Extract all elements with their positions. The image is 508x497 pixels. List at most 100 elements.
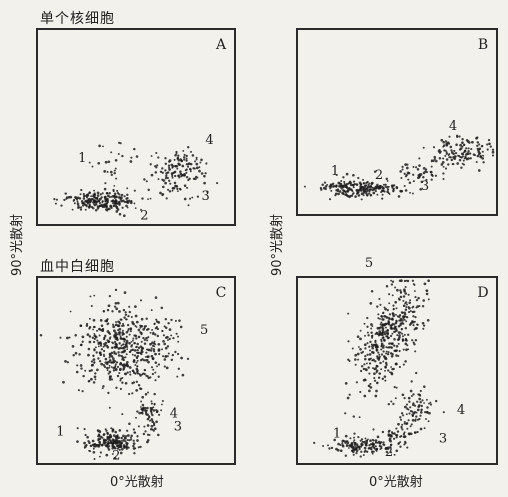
data-point [135, 346, 138, 349]
data-point [128, 342, 131, 345]
data-point [177, 340, 180, 343]
data-point [97, 438, 100, 442]
data-point [386, 190, 389, 193]
data-point [176, 375, 179, 378]
data-point [186, 165, 190, 168]
data-point [118, 429, 122, 432]
data-point [381, 377, 385, 381]
data-point [418, 164, 421, 167]
data-point [118, 203, 121, 206]
data-point [364, 347, 367, 350]
data-point [88, 206, 91, 209]
data-point [106, 436, 109, 439]
data-point [406, 171, 410, 175]
data-point [91, 195, 95, 198]
data-point [397, 325, 401, 328]
data-point [357, 194, 361, 197]
data-point [384, 315, 387, 318]
data-point [103, 187, 107, 191]
data-point [183, 158, 186, 161]
data-point [167, 352, 170, 355]
data-point [113, 192, 117, 196]
data-point [113, 329, 116, 333]
data-point [141, 358, 144, 361]
data-point [377, 351, 380, 354]
data-point [176, 352, 180, 356]
data-point [389, 334, 393, 338]
data-point [96, 194, 100, 197]
data-point [135, 361, 138, 364]
data-point [345, 193, 348, 196]
data-point [179, 172, 183, 176]
data-point [100, 348, 104, 351]
data-point [137, 384, 141, 387]
data-point [117, 153, 120, 155]
data-point [168, 160, 171, 163]
data-point [444, 167, 448, 170]
data-point [154, 371, 157, 374]
data-point [124, 356, 127, 359]
data-point [370, 331, 373, 334]
data-point [403, 422, 406, 425]
data-point [388, 437, 392, 441]
data-point [378, 372, 382, 375]
data-point [167, 339, 169, 341]
data-point [444, 140, 448, 143]
data-point [419, 401, 422, 404]
data-point [125, 442, 128, 445]
data-point [142, 336, 145, 340]
data-point [99, 197, 102, 201]
data-point [93, 294, 96, 297]
data-point [424, 410, 427, 414]
data-point [118, 310, 121, 313]
data-point [173, 170, 177, 174]
data-point [379, 361, 382, 365]
data-point [123, 291, 127, 294]
data-point [139, 374, 142, 377]
data-point [364, 437, 367, 440]
data-point [389, 451, 393, 454]
data-point [174, 174, 177, 178]
data-point [125, 335, 128, 338]
data-point [55, 198, 58, 201]
data-point [406, 163, 409, 166]
cluster-label: 1 [78, 151, 86, 166]
data-point [388, 302, 391, 305]
data-point [149, 406, 152, 410]
data-point [98, 334, 101, 337]
data-point [174, 153, 177, 157]
data-point [150, 408, 154, 411]
data-point [127, 392, 131, 396]
data-point [371, 344, 374, 348]
data-point [365, 444, 368, 447]
data-point [468, 141, 471, 144]
data-point [106, 197, 109, 200]
data-point [375, 450, 378, 452]
data-point [181, 373, 185, 377]
data-point [179, 325, 183, 329]
data-point [88, 197, 91, 201]
data-point [403, 333, 406, 336]
data-point [338, 190, 342, 193]
data-point [117, 324, 121, 328]
data-point [152, 423, 156, 427]
data-point [203, 181, 206, 185]
data-point [102, 432, 106, 436]
data-point [148, 434, 151, 436]
data-point [177, 367, 180, 370]
data-point [374, 394, 378, 398]
data-point [364, 368, 367, 370]
data-point [356, 335, 360, 338]
data-point [369, 386, 373, 389]
data-point [475, 136, 478, 140]
data-point [405, 413, 408, 416]
data-point [122, 322, 125, 325]
data-point [340, 186, 344, 190]
data-point [39, 333, 43, 337]
data-point [400, 412, 404, 415]
data-point [168, 166, 171, 169]
data-point [112, 190, 115, 193]
data-point [128, 422, 131, 426]
data-point [74, 334, 77, 337]
data-point [121, 364, 124, 367]
